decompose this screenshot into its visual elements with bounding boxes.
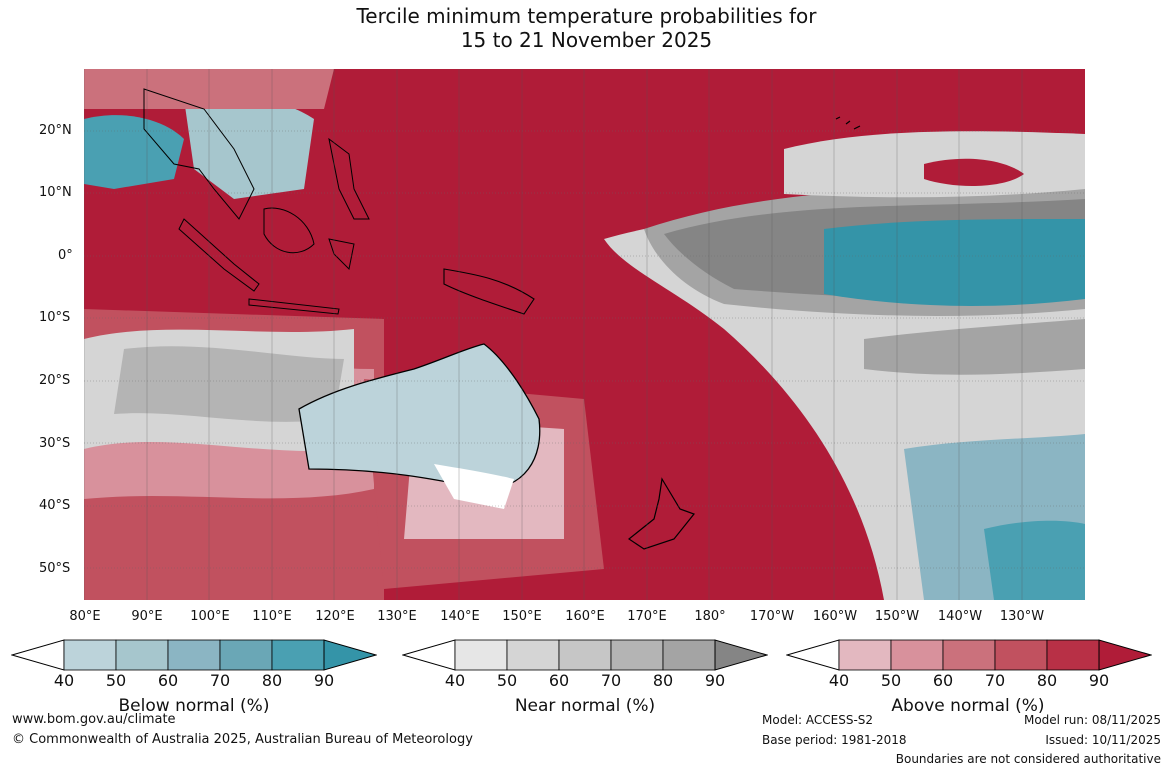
lon-label-110e: 110°E: [252, 609, 292, 624]
colorbar-swatch: [890, 639, 944, 671]
colorbar-swatch: [271, 639, 325, 671]
lat-label-0: 0°: [58, 248, 73, 263]
colorbar-swatch: [219, 639, 273, 671]
near-tick-80: 80: [652, 671, 674, 690]
below-tick-40: 40: [53, 671, 75, 690]
colorbar-swatch: [942, 639, 996, 671]
website-link[interactable]: www.bom.gov.au/climate: [12, 712, 176, 727]
colorbar-high-triangle: [714, 639, 768, 671]
colorbar-low-triangle: [402, 639, 456, 671]
lon-label-180: 180°: [694, 609, 726, 624]
below-tick-80: 80: [261, 671, 283, 690]
lat-label-50s: 50°S: [39, 561, 71, 576]
colorbar-below-swatches: [11, 639, 377, 671]
colorbar-swatch: [610, 639, 664, 671]
colorbar-near-swatches: [402, 639, 768, 671]
above-tick-90: 90: [1088, 671, 1110, 690]
near-tick-90: 90: [704, 671, 726, 690]
colorbar-below-normal: [11, 639, 377, 671]
colorbar-low-triangle: [11, 639, 65, 671]
above-tick-40: 40: [828, 671, 850, 690]
model-run-text: Model run: 08/11/2025: [1023, 713, 1161, 727]
near-tick-70: 70: [600, 671, 622, 690]
above-tick-60: 60: [932, 671, 954, 690]
below-tick-90: 90: [313, 671, 335, 690]
lon-label-140w: 140°W: [937, 609, 983, 624]
above-tick-50: 50: [880, 671, 902, 690]
colorbar-high-triangle: [323, 639, 377, 671]
colorbar-swatch: [1046, 639, 1100, 671]
colorbar-swatch: [506, 639, 560, 671]
lon-label-160w: 160°W: [812, 609, 858, 624]
lat-label-20s: 20°S: [39, 373, 71, 388]
lon-label-130e: 130°E: [377, 609, 417, 624]
above-normal-label: Above normal (%): [891, 696, 1045, 716]
lat-label-30s: 30°S: [39, 436, 71, 451]
copyright-text: © Commonwealth of Australia 2025, Austra…: [12, 732, 473, 747]
colorbar-swatch: [167, 639, 221, 671]
colorbar-swatch: [454, 639, 508, 671]
base-period-text: Base period: 1981-2018: [762, 733, 907, 747]
lat-label-40s: 40°S: [39, 498, 71, 513]
colorbar-near-normal: [402, 639, 768, 671]
colorbar-above-swatches: [786, 639, 1152, 671]
title-line-2: 15 to 21 November 2025: [460, 28, 713, 52]
lat-label-10s: 10°S: [39, 310, 71, 325]
title-line-1: Tercile minimum temperature probabilitie…: [356, 4, 817, 28]
lon-label-120e: 120°E: [315, 609, 355, 624]
lon-label-170w: 170°W: [749, 609, 795, 624]
below-tick-70: 70: [209, 671, 231, 690]
colorbar-low-triangle: [786, 639, 840, 671]
lon-label-130w: 130°W: [999, 609, 1045, 624]
near-tick-40: 40: [444, 671, 466, 690]
probability-map: [84, 69, 1085, 600]
colorbar-high-triangle: [1098, 639, 1152, 671]
lat-label-20n: 20°N: [39, 123, 72, 138]
near-tick-50: 50: [496, 671, 518, 690]
lon-label-90e: 90°E: [131, 609, 163, 624]
lon-label-150e: 150°E: [502, 609, 542, 624]
model-text: Model: ACCESS-S2: [762, 713, 874, 727]
below-tick-60: 60: [157, 671, 179, 690]
map-title: Tercile minimum temperature probabilitie…: [0, 4, 1173, 52]
colorbar-swatch: [662, 639, 716, 671]
colorbar-above-normal: [786, 639, 1152, 671]
near-tick-60: 60: [548, 671, 570, 690]
lat-label-10n: 10°N: [39, 185, 72, 200]
issued-text: Issued: 10/11/2025: [1045, 733, 1161, 747]
colorbar-swatch: [994, 639, 1048, 671]
colorbar-swatch: [115, 639, 169, 671]
above-tick-70: 70: [984, 671, 1006, 690]
lon-label-150w: 150°W: [874, 609, 920, 624]
below-normal-label: Below normal (%): [118, 696, 270, 716]
colorbar-swatch: [558, 639, 612, 671]
lon-label-100e: 100°E: [190, 609, 230, 624]
lon-label-140e: 140°E: [440, 609, 480, 624]
colorbar-swatch: [63, 639, 117, 671]
lon-label-170e: 170°E: [627, 609, 667, 624]
near-normal-label: Near normal (%): [514, 696, 656, 716]
colorbar-swatch: [838, 639, 892, 671]
disclaimer-text: Boundaries are not considered authoritat…: [895, 752, 1161, 766]
below-tick-50: 50: [105, 671, 127, 690]
above-tick-80: 80: [1036, 671, 1058, 690]
lon-label-160e: 160°E: [565, 609, 605, 624]
lon-label-80e: 80°E: [69, 609, 101, 624]
